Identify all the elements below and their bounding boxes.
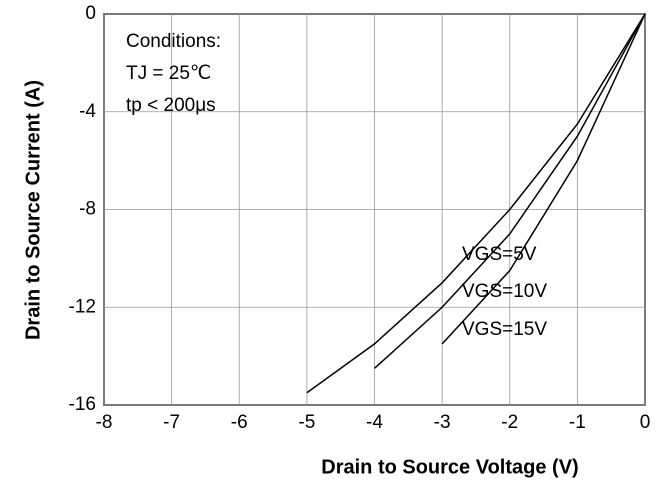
x-tick-label: -1	[569, 412, 586, 433]
annotation: TJ = 25℃	[126, 63, 211, 84]
series-line	[441, 13, 646, 345]
series-label: VGS=5V	[462, 244, 537, 265]
y-tick-label: -12	[69, 296, 96, 317]
series-line	[306, 13, 646, 394]
x-tick-label: -3	[434, 412, 451, 433]
x-tick-label: -4	[366, 412, 383, 433]
x-tick-label: -7	[163, 412, 180, 433]
y-axis-label: Drain to Source Current (A)	[22, 80, 44, 340]
series-label: VGS=10V	[462, 281, 547, 302]
y-tick-label: -8	[79, 199, 96, 220]
y-tick-label: -16	[69, 394, 96, 415]
x-tick-label: -2	[501, 412, 518, 433]
series-line	[373, 13, 646, 369]
series-label: VGS=15V	[462, 319, 547, 340]
x-tick-label: 0	[640, 412, 651, 433]
y-tick-label: -4	[79, 101, 96, 122]
x-tick-label: -5	[298, 412, 315, 433]
x-tick-label: -8	[96, 412, 113, 433]
annotation: tp < 200μs	[126, 95, 216, 116]
x-axis-label: Drain to Source Voltage (V)	[321, 456, 578, 478]
x-tick-label: -6	[231, 412, 248, 433]
y-tick-label: 0	[85, 3, 96, 24]
annotation: Conditions:	[126, 31, 221, 52]
